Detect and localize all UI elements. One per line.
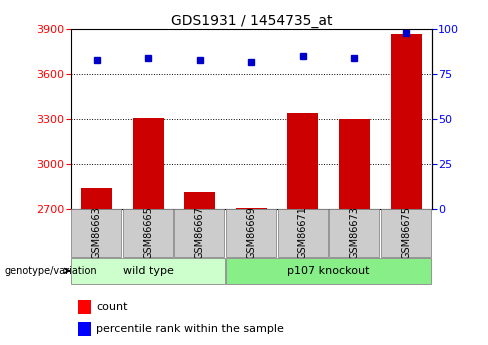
- Bar: [184, 192, 215, 209]
- Text: wild type: wild type: [122, 266, 174, 276]
- Bar: [339, 119, 370, 209]
- Text: percentile rank within the sample: percentile rank within the sample: [96, 324, 284, 334]
- FancyBboxPatch shape: [381, 209, 431, 257]
- Text: GSM86665: GSM86665: [143, 206, 153, 259]
- FancyBboxPatch shape: [174, 209, 224, 257]
- Bar: [236, 208, 267, 209]
- Bar: [81, 188, 112, 209]
- FancyBboxPatch shape: [226, 258, 431, 284]
- FancyBboxPatch shape: [71, 258, 225, 284]
- FancyBboxPatch shape: [278, 209, 327, 257]
- Bar: [78, 300, 91, 314]
- FancyBboxPatch shape: [123, 209, 173, 257]
- Text: GSM86675: GSM86675: [401, 206, 411, 259]
- Bar: [133, 118, 163, 209]
- FancyBboxPatch shape: [226, 209, 276, 257]
- FancyBboxPatch shape: [329, 209, 379, 257]
- Text: count: count: [96, 302, 127, 312]
- Bar: [390, 34, 422, 209]
- Text: GSM86667: GSM86667: [195, 206, 205, 259]
- Text: p107 knockout: p107 knockout: [287, 266, 370, 276]
- Bar: [287, 113, 318, 209]
- Text: GSM86673: GSM86673: [349, 206, 360, 259]
- Bar: [78, 322, 91, 336]
- Text: GSM86663: GSM86663: [92, 207, 102, 259]
- Title: GDS1931 / 1454735_at: GDS1931 / 1454735_at: [171, 14, 332, 28]
- Text: GSM86671: GSM86671: [298, 206, 308, 259]
- FancyBboxPatch shape: [71, 209, 122, 257]
- Text: GSM86669: GSM86669: [246, 207, 256, 259]
- Text: genotype/variation: genotype/variation: [5, 266, 98, 276]
